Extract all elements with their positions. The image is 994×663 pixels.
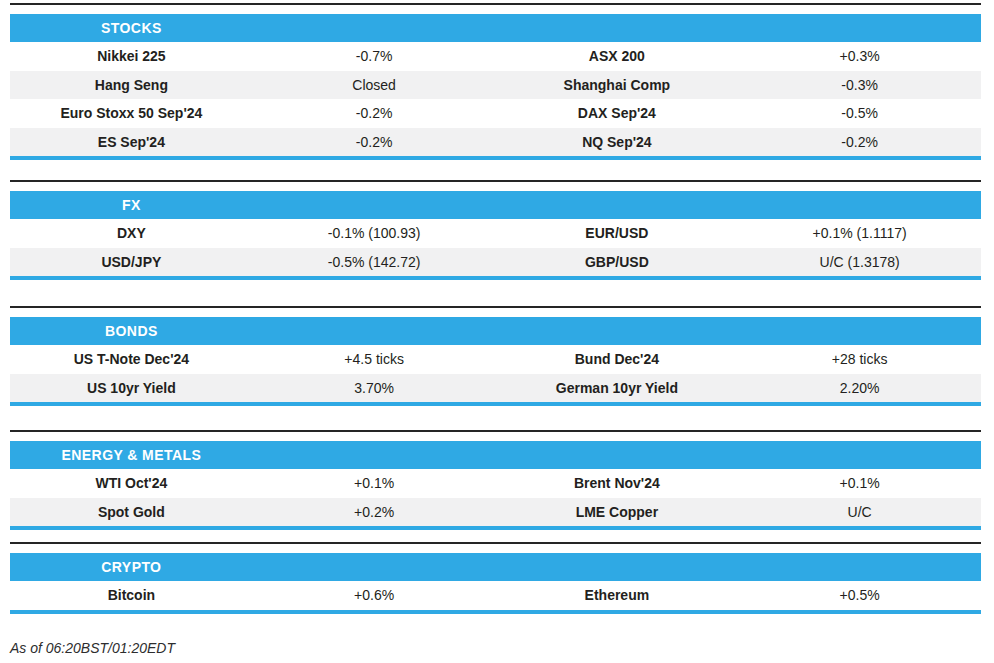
instrument-name: US 10yr Yield: [10, 381, 253, 395]
instrument-value: +0.2%: [253, 505, 496, 519]
instrument-name: LME Copper: [496, 505, 739, 519]
instrument-name: Euro Stoxx 50 Sep'24: [10, 106, 253, 120]
instrument-value: -0.7%: [253, 49, 496, 63]
instrument-value: +0.6%: [253, 588, 496, 602]
instrument-name: GBP/USD: [496, 255, 739, 269]
instrument-value: +0.1% (1.1117): [738, 226, 981, 240]
section-rows: US T-Note Dec'24 +4.5 ticks Bund Dec'24 …: [10, 345, 981, 402]
section-header: FX: [10, 191, 981, 219]
instrument-value: +4.5 ticks: [253, 352, 496, 366]
instrument-name: Hang Seng: [10, 78, 253, 92]
as-of-timestamp: As of 06:20BST/01:20EDT: [10, 640, 994, 656]
section-bonds: BONDS US T-Note Dec'24 +4.5 ticks Bund D…: [10, 306, 981, 406]
section-rows: WTI Oct'24 +0.1% Brent Nov'24 +0.1% Spot…: [10, 469, 981, 526]
instrument-name: ES Sep'24: [10, 135, 253, 149]
section-crypto: CRYPTO Bitcoin +0.6% Ethereum +0.5%: [10, 542, 981, 614]
instrument-value: -0.3%: [738, 78, 981, 92]
instrument-name: NQ Sep'24: [496, 135, 739, 149]
table-row: WTI Oct'24 +0.1% Brent Nov'24 +0.1%: [10, 469, 981, 498]
table-row: Nikkei 225 -0.7% ASX 200 +0.3%: [10, 42, 981, 71]
table-row: USD/JPY -0.5% (142.72) GBP/USD U/C (1.31…: [10, 248, 981, 277]
instrument-value: U/C (1.3178): [738, 255, 981, 269]
table-row: US 10yr Yield 3.70% German 10yr Yield 2.…: [10, 374, 981, 403]
section-energy-metals: ENERGY & METALS WTI Oct'24 +0.1% Brent N…: [10, 430, 981, 530]
section-header: BONDS: [10, 317, 981, 345]
section-stocks: STOCKS Nikkei 225 -0.7% ASX 200 +0.3% Ha…: [10, 3, 981, 160]
instrument-value: -0.1% (100.93): [253, 226, 496, 240]
market-wrap: STOCKS Nikkei 225 -0.7% ASX 200 +0.3% Ha…: [0, 0, 994, 614]
instrument-name: Shanghai Comp: [496, 78, 739, 92]
instrument-value: -0.5%: [738, 106, 981, 120]
section-fx: FX DXY -0.1% (100.93) EUR/USD +0.1% (1.1…: [10, 180, 981, 280]
section-title: ENERGY & METALS: [10, 447, 253, 463]
section-header: ENERGY & METALS: [10, 441, 981, 469]
instrument-name: German 10yr Yield: [496, 381, 739, 395]
instrument-name: ASX 200: [496, 49, 739, 63]
section-title: CRYPTO: [10, 559, 253, 575]
instrument-name: DXY: [10, 226, 253, 240]
instrument-name: Bitcoin: [10, 588, 253, 602]
table-row: Bitcoin +0.6% Ethereum +0.5%: [10, 581, 981, 610]
instrument-name: Spot Gold: [10, 505, 253, 519]
instrument-value: U/C: [738, 505, 981, 519]
instrument-name: Nikkei 225: [10, 49, 253, 63]
section-title: STOCKS: [10, 20, 253, 36]
table-row: Hang Seng Closed Shanghai Comp -0.3%: [10, 71, 981, 100]
table-row: Euro Stoxx 50 Sep'24 -0.2% DAX Sep'24 -0…: [10, 99, 981, 128]
section-rows: Nikkei 225 -0.7% ASX 200 +0.3% Hang Seng…: [10, 42, 981, 156]
instrument-name: US T-Note Dec'24: [10, 352, 253, 366]
instrument-name: Brent Nov'24: [496, 476, 739, 490]
instrument-name: EUR/USD: [496, 226, 739, 240]
instrument-name: Bund Dec'24: [496, 352, 739, 366]
section-title: BONDS: [10, 323, 253, 339]
table-row: DXY -0.1% (100.93) EUR/USD +0.1% (1.1117…: [10, 219, 981, 248]
instrument-value: +0.1%: [253, 476, 496, 490]
table-row: US T-Note Dec'24 +4.5 ticks Bund Dec'24 …: [10, 345, 981, 374]
instrument-name: WTI Oct'24: [10, 476, 253, 490]
instrument-value: -0.2%: [253, 106, 496, 120]
instrument-name: USD/JPY: [10, 255, 253, 269]
instrument-value: +0.1%: [738, 476, 981, 490]
table-row: Spot Gold +0.2% LME Copper U/C: [10, 498, 981, 527]
section-title: FX: [10, 197, 253, 213]
instrument-value: +0.5%: [738, 588, 981, 602]
section-header: CRYPTO: [10, 553, 981, 581]
instrument-name: DAX Sep'24: [496, 106, 739, 120]
section-rows: Bitcoin +0.6% Ethereum +0.5%: [10, 581, 981, 610]
instrument-value: -0.5% (142.72): [253, 255, 496, 269]
instrument-value: -0.2%: [253, 135, 496, 149]
instrument-value: 2.20%: [738, 381, 981, 395]
instrument-value: 3.70%: [253, 381, 496, 395]
instrument-value: +28 ticks: [738, 352, 981, 366]
table-row: ES Sep'24 -0.2% NQ Sep'24 -0.2%: [10, 128, 981, 157]
instrument-value: -0.2%: [738, 135, 981, 149]
instrument-value: +0.3%: [738, 49, 981, 63]
instrument-value: Closed: [253, 78, 496, 92]
instrument-name: Ethereum: [496, 588, 739, 602]
section-rows: DXY -0.1% (100.93) EUR/USD +0.1% (1.1117…: [10, 219, 981, 276]
section-header: STOCKS: [10, 14, 981, 42]
